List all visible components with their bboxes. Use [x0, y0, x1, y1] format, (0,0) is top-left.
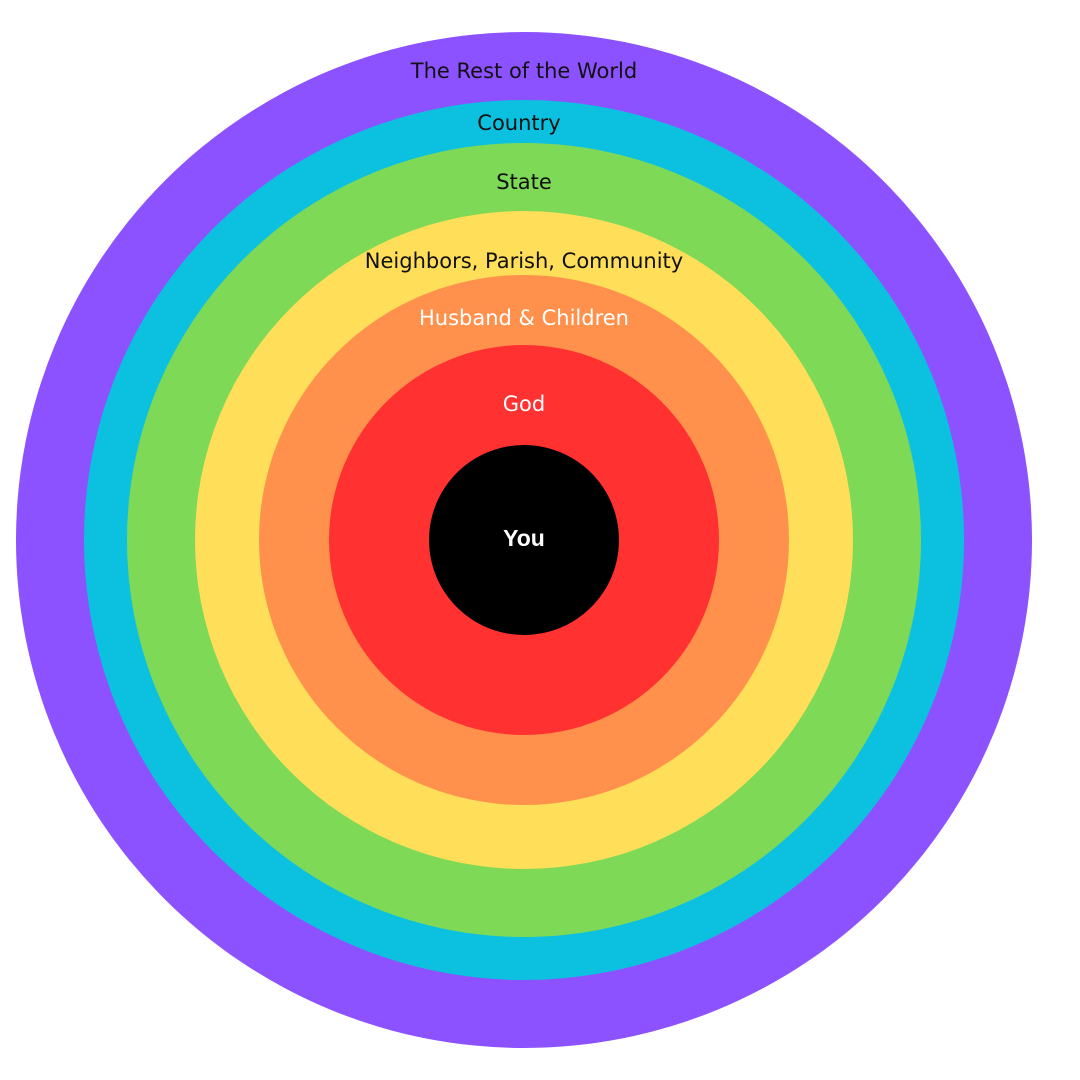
- ring-label: God: [503, 392, 545, 416]
- ring-label: Neighbors, Parish, Community: [365, 249, 683, 273]
- you-circle: [429, 445, 619, 635]
- ring-label: The Rest of the World: [410, 59, 637, 83]
- ring-label: Country: [477, 111, 560, 135]
- ring-label: Husband & Children: [419, 306, 629, 330]
- ring-label: State: [496, 170, 552, 194]
- center-label: You: [503, 525, 545, 551]
